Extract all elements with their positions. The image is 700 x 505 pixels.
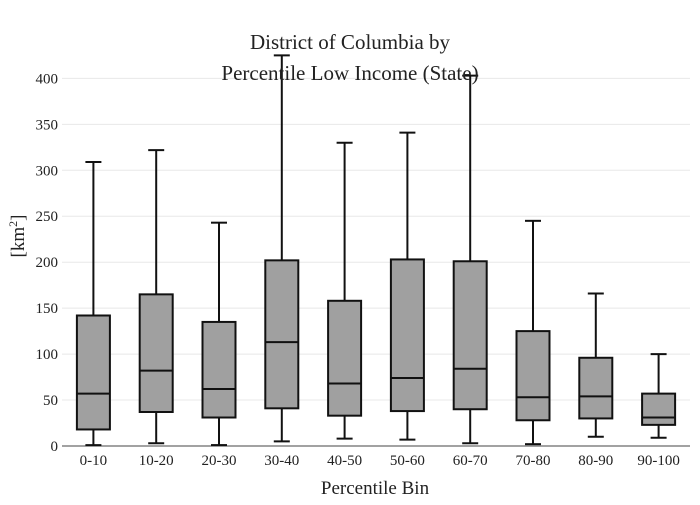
- x-tick-label: 80-90: [578, 453, 613, 469]
- y-tick-label: 400: [36, 71, 59, 87]
- box-30-40: [264, 54, 300, 443]
- y-tick-labels: 0 50 100 150 200 250 300 350 400: [36, 71, 59, 455]
- interquartile-box: [138, 293, 174, 413]
- interquartile-box: [389, 258, 425, 413]
- chart-title-line-2: Percentile Low Income (State): [221, 61, 478, 85]
- y-tick-label: 300: [36, 163, 59, 179]
- x-tick-label: 20-30: [202, 453, 237, 469]
- y-tick-label: 50: [43, 393, 58, 409]
- box-60-70: [452, 74, 488, 445]
- interquartile-box: [75, 314, 111, 431]
- x-tick-label: 90-100: [637, 453, 680, 469]
- interquartile-box: [264, 259, 300, 410]
- x-tick-label: 0-10: [80, 453, 108, 469]
- interquartile-box: [327, 299, 363, 417]
- interquartile-box: [452, 260, 488, 411]
- x-tick-label: 30-40: [264, 453, 299, 469]
- y-axis-title-superscript: 2: [6, 221, 20, 227]
- interquartile-box: [578, 356, 614, 420]
- chart-title-line-1: District of Columbia by: [250, 30, 451, 54]
- interquartile-box: [201, 320, 237, 419]
- y-axis-title-base: [km: [8, 227, 29, 258]
- x-tick-labels: 0-10 10-20 20-30 30-40 40-50 50-60 60-70 70-80 8…: [80, 453, 680, 469]
- y-tick-label: 350: [36, 117, 59, 133]
- box-40-50: [327, 141, 363, 440]
- box-50-60: [389, 131, 425, 441]
- x-tick-label: 70-80: [516, 453, 551, 469]
- y-tick-label: 100: [36, 347, 59, 363]
- x-tick-label: 10-20: [139, 453, 174, 469]
- box-20-30: [201, 221, 237, 447]
- interquartile-box: [641, 392, 677, 426]
- y-tick-label: 250: [36, 209, 59, 225]
- x-tick-label: 60-70: [453, 453, 488, 469]
- x-tick-label: 50-60: [390, 453, 425, 469]
- y-tick-label: 0: [51, 439, 59, 455]
- box-90-100: [641, 353, 677, 439]
- box-10-20: [138, 149, 174, 445]
- box-layer: [75, 54, 677, 447]
- x-axis-title: Percentile Bin: [321, 478, 430, 499]
- box-70-80: [515, 219, 551, 446]
- x-tick-label: 40-50: [327, 453, 362, 469]
- interquartile-box: [515, 330, 551, 422]
- y-axis-title: [km2]: [6, 215, 29, 258]
- y-tick-label: 150: [36, 301, 59, 317]
- y-tick-label: 200: [36, 255, 59, 271]
- box-80-90: [578, 292, 614, 438]
- box-0-10: [75, 161, 111, 447]
- y-axis-title-end: ]: [8, 215, 29, 221]
